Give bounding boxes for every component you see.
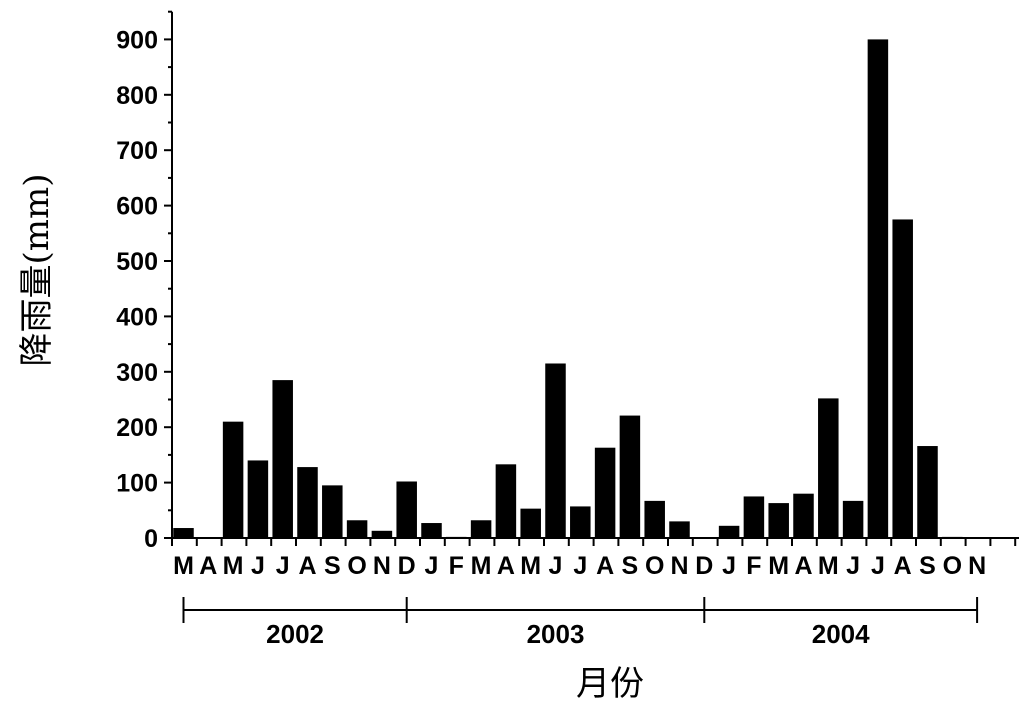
x-axis-title: 月份 [576, 664, 644, 704]
x-tick-label: A [894, 552, 912, 580]
y-tick-label: 900 [116, 26, 158, 54]
x-tick-label: M [173, 552, 194, 580]
bar [619, 415, 641, 538]
x-tick-label: A [497, 552, 515, 580]
x-tick-label: F [746, 552, 761, 580]
x-tick-label: J [722, 552, 736, 580]
bar [570, 506, 591, 538]
bar [818, 398, 839, 538]
x-tick-label: N [670, 552, 688, 580]
x-tick-label: M [520, 552, 541, 580]
bar [322, 485, 343, 538]
bar [470, 520, 492, 538]
x-tick-label: A [199, 552, 217, 580]
bar [495, 464, 517, 538]
year-label: 2004 [812, 619, 870, 649]
y-tick-label: 400 [116, 303, 158, 331]
x-tick-label: A [794, 552, 812, 580]
x-tick-label: S [622, 552, 639, 580]
x-tick-label: D [398, 552, 416, 580]
x-tick-label: J [573, 552, 587, 580]
x-tick-label: S [919, 552, 936, 580]
bar [173, 528, 194, 538]
bar [743, 496, 765, 538]
bar [669, 521, 690, 538]
x-tick-label: M [818, 552, 839, 580]
bar [892, 219, 913, 538]
x-tick-label: S [324, 552, 341, 580]
bar [297, 467, 318, 538]
y-tick-label: 700 [116, 137, 158, 165]
year-label: 2002 [266, 619, 324, 649]
bar [222, 421, 244, 538]
x-tick-label: A [298, 552, 316, 580]
bar [346, 520, 368, 538]
bar [371, 530, 393, 538]
bar [396, 481, 417, 538]
y-tick-label: 200 [116, 414, 158, 442]
bar [793, 493, 814, 538]
y-tick-label: 500 [116, 248, 158, 276]
bar [644, 500, 665, 538]
x-tick-label: O [645, 552, 664, 580]
bar [272, 380, 293, 538]
x-tick-label: A [596, 552, 614, 580]
bar [594, 447, 616, 538]
x-tick-label: J [276, 552, 290, 580]
x-tick-label: J [251, 552, 265, 580]
x-tick-label: O [347, 552, 366, 580]
bar [867, 39, 889, 539]
x-tick-label: N [968, 552, 986, 580]
bar [768, 503, 789, 538]
x-tick-label: D [695, 552, 713, 580]
bar [247, 460, 269, 538]
y-tick-label: 0 [144, 525, 158, 553]
bar [545, 363, 566, 538]
x-tick-label: J [871, 552, 885, 580]
year-groups: 2002 2003 2004 [182, 597, 979, 649]
x-tick-label: F [449, 552, 464, 580]
bar [421, 523, 442, 538]
bar [842, 500, 864, 538]
x-tick-label: O [943, 552, 962, 580]
x-tick-label: M [768, 552, 789, 580]
y-axis-title: 降雨量(mm) [17, 173, 57, 366]
bar [917, 446, 938, 538]
x-tick-label: J [846, 552, 860, 580]
y-tick-label: 600 [116, 193, 158, 221]
x-tick-label: J [549, 552, 563, 580]
x-tick-label: N [373, 552, 391, 580]
y-tick-label: 300 [116, 359, 158, 387]
x-tick-label: M [223, 552, 244, 580]
bar [520, 508, 541, 538]
y-tick-label: 800 [116, 82, 158, 110]
x-tick-label: M [471, 552, 492, 580]
bar [718, 525, 740, 538]
year-label: 2003 [527, 619, 585, 649]
y-tick-label: 100 [116, 470, 158, 498]
bars-group [173, 39, 988, 539]
x-tick-label: J [425, 552, 439, 580]
